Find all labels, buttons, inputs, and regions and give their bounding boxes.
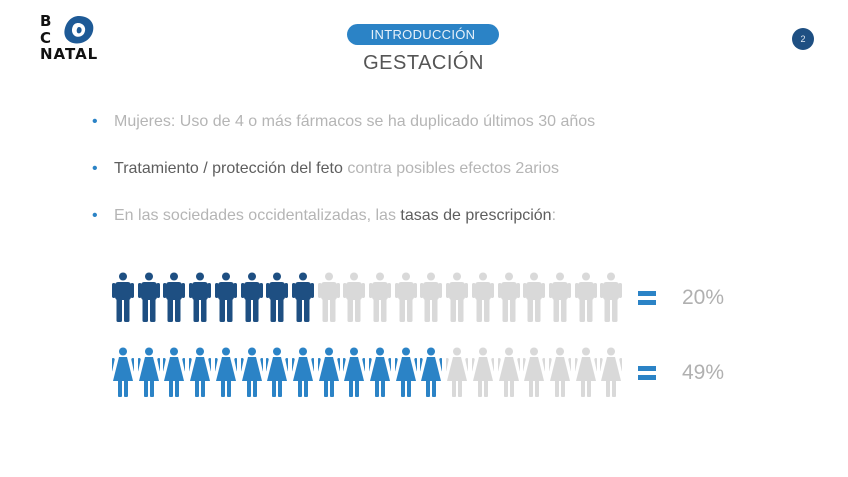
bullet-item: • Mujeres: Uso de 4 o más fármacos se ha… xyxy=(92,110,812,157)
bcnatal-logo: B C NATAL xyxy=(40,14,110,64)
woman-filled-icon xyxy=(186,347,214,402)
man-empty-icon xyxy=(317,272,340,327)
woman-filled-icon xyxy=(263,347,291,402)
woman-empty-icon xyxy=(469,347,497,402)
woman-filled-icon xyxy=(109,347,137,402)
bullet-item: • Tratamiento / protección del feto cont… xyxy=(92,157,812,204)
woman-filled-icon xyxy=(392,347,420,402)
woman-filled-icon xyxy=(417,347,445,402)
woman-empty-icon xyxy=(494,347,523,402)
man-filled-icon xyxy=(240,272,263,327)
bullet-text: : xyxy=(551,207,557,224)
woman-filled-icon xyxy=(212,347,240,402)
bullet-dot-icon: • xyxy=(92,207,98,224)
page-number-badge: 2 xyxy=(792,28,814,50)
bullet-text: contra posibles efectos 2arios xyxy=(342,160,559,177)
bullet-list: • Mujeres: Uso de 4 o más fármacos se ha… xyxy=(92,110,812,251)
man-empty-icon xyxy=(446,272,469,327)
woman-filled-icon xyxy=(314,347,343,402)
man-empty-icon xyxy=(471,272,494,327)
man-empty-icon xyxy=(394,272,417,327)
logo-letter-c: C xyxy=(40,29,52,47)
bullet-highlight: tasas de prescripción xyxy=(400,207,552,224)
woman-filled-icon xyxy=(135,347,163,402)
woman-filled-icon xyxy=(340,347,368,402)
man-empty-icon xyxy=(497,272,520,327)
women-percentage: 49% xyxy=(682,361,725,384)
man-empty-icon xyxy=(600,272,623,327)
woman-empty-icon xyxy=(520,347,548,402)
man-empty-icon xyxy=(523,272,546,327)
man-empty-icon xyxy=(369,272,391,327)
man-filled-icon xyxy=(189,272,212,327)
page-title: GESTACIÓN xyxy=(363,52,484,74)
man-empty-icon xyxy=(343,272,366,327)
eye-logo-icon xyxy=(64,16,94,44)
woman-filled-icon xyxy=(160,347,188,402)
woman-filled-icon xyxy=(366,347,394,402)
bullet-text: T xyxy=(114,160,124,177)
man-empty-icon xyxy=(574,272,597,327)
bullet-text: En las sociedades occidentalizadas, las xyxy=(114,207,401,224)
man-filled-icon xyxy=(214,272,237,327)
logo-letter-b: B xyxy=(40,12,52,30)
man-empty-icon xyxy=(548,272,571,327)
bullet-dot-icon: • xyxy=(92,113,98,130)
man-filled-icon xyxy=(291,272,314,327)
man-filled-icon xyxy=(137,272,160,327)
woman-empty-icon xyxy=(571,347,600,402)
woman-filled-icon xyxy=(237,347,266,402)
equals-icon xyxy=(638,366,656,381)
woman-empty-icon xyxy=(546,347,574,402)
woman-filled-icon xyxy=(289,347,317,402)
equals-icon xyxy=(638,291,656,306)
logo-word-natal: NATAL xyxy=(40,45,99,63)
bullet-highlight: ratamiento / protección del feto xyxy=(123,160,343,177)
section-pill: INTRODUCCIÓN xyxy=(347,24,499,45)
man-filled-icon xyxy=(163,272,186,327)
woman-empty-icon xyxy=(443,347,471,402)
man-filled-icon xyxy=(112,272,134,327)
bullet-item: • En las sociedades occidentalizadas, la… xyxy=(92,204,812,251)
bullet-text: Mujeres: Uso de 4 o más fármacos se ha d… xyxy=(114,113,596,130)
man-empty-icon xyxy=(420,272,443,327)
men-percentage: 20% xyxy=(682,286,725,309)
woman-empty-icon xyxy=(597,347,625,402)
man-filled-icon xyxy=(266,272,289,327)
bullet-dot-icon: • xyxy=(92,160,98,177)
